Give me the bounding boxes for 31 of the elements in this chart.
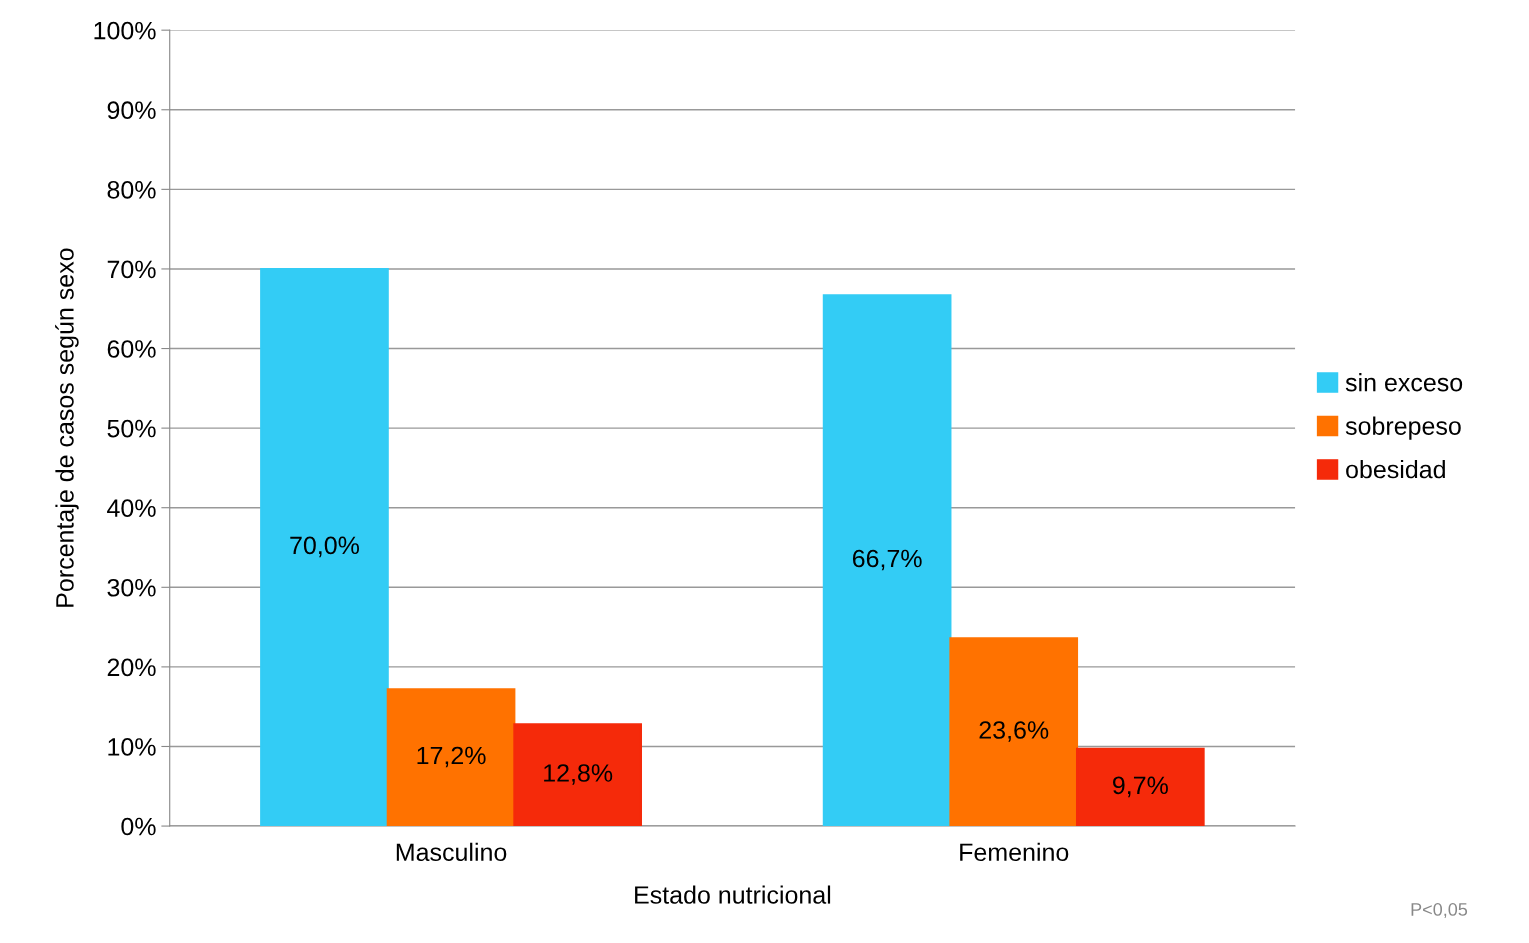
data-label: 66,7% <box>852 549 922 571</box>
bar <box>822 294 952 827</box>
legend-label: obesidad <box>1346 459 1445 479</box>
bar <box>513 723 642 827</box>
bar <box>260 267 389 827</box>
data-label: 9,7% <box>1113 776 1168 798</box>
y-tick-label: 50% <box>107 419 156 438</box>
y-tick-label: 90% <box>107 101 156 120</box>
y-tick-label: 100% <box>94 21 156 40</box>
data-label: 70,0% <box>290 536 360 558</box>
y-tick-label: 40% <box>107 499 156 518</box>
y-tick-label: 0% <box>121 817 156 836</box>
bar <box>1075 747 1205 827</box>
data-label: 23,6% <box>979 721 1049 742</box>
data-label: 17,2% <box>417 746 486 768</box>
y-tick-label: 80% <box>107 180 156 199</box>
legend-label: sin exceso <box>1345 373 1463 392</box>
x-tick-label: Femenino <box>960 842 1069 862</box>
text: P<0,05 <box>1411 903 1468 918</box>
x-axis-title: Estado nutricional <box>635 885 831 904</box>
bar <box>386 688 516 827</box>
data-label: 12,8% <box>544 764 613 785</box>
legend-label: sobrepeso <box>1345 416 1461 440</box>
x-tick-label: Masculino <box>396 842 507 862</box>
y-tick-label: 70% <box>107 260 156 279</box>
y-axis-title: Porcentaje de casos según sexo <box>55 248 79 607</box>
y-tick-label: 10% <box>108 738 156 756</box>
bar <box>949 637 1079 827</box>
y-tick-label: 60% <box>107 340 156 358</box>
y-tick-label: 20% <box>107 658 156 677</box>
y-tick-label: 30% <box>107 578 156 597</box>
